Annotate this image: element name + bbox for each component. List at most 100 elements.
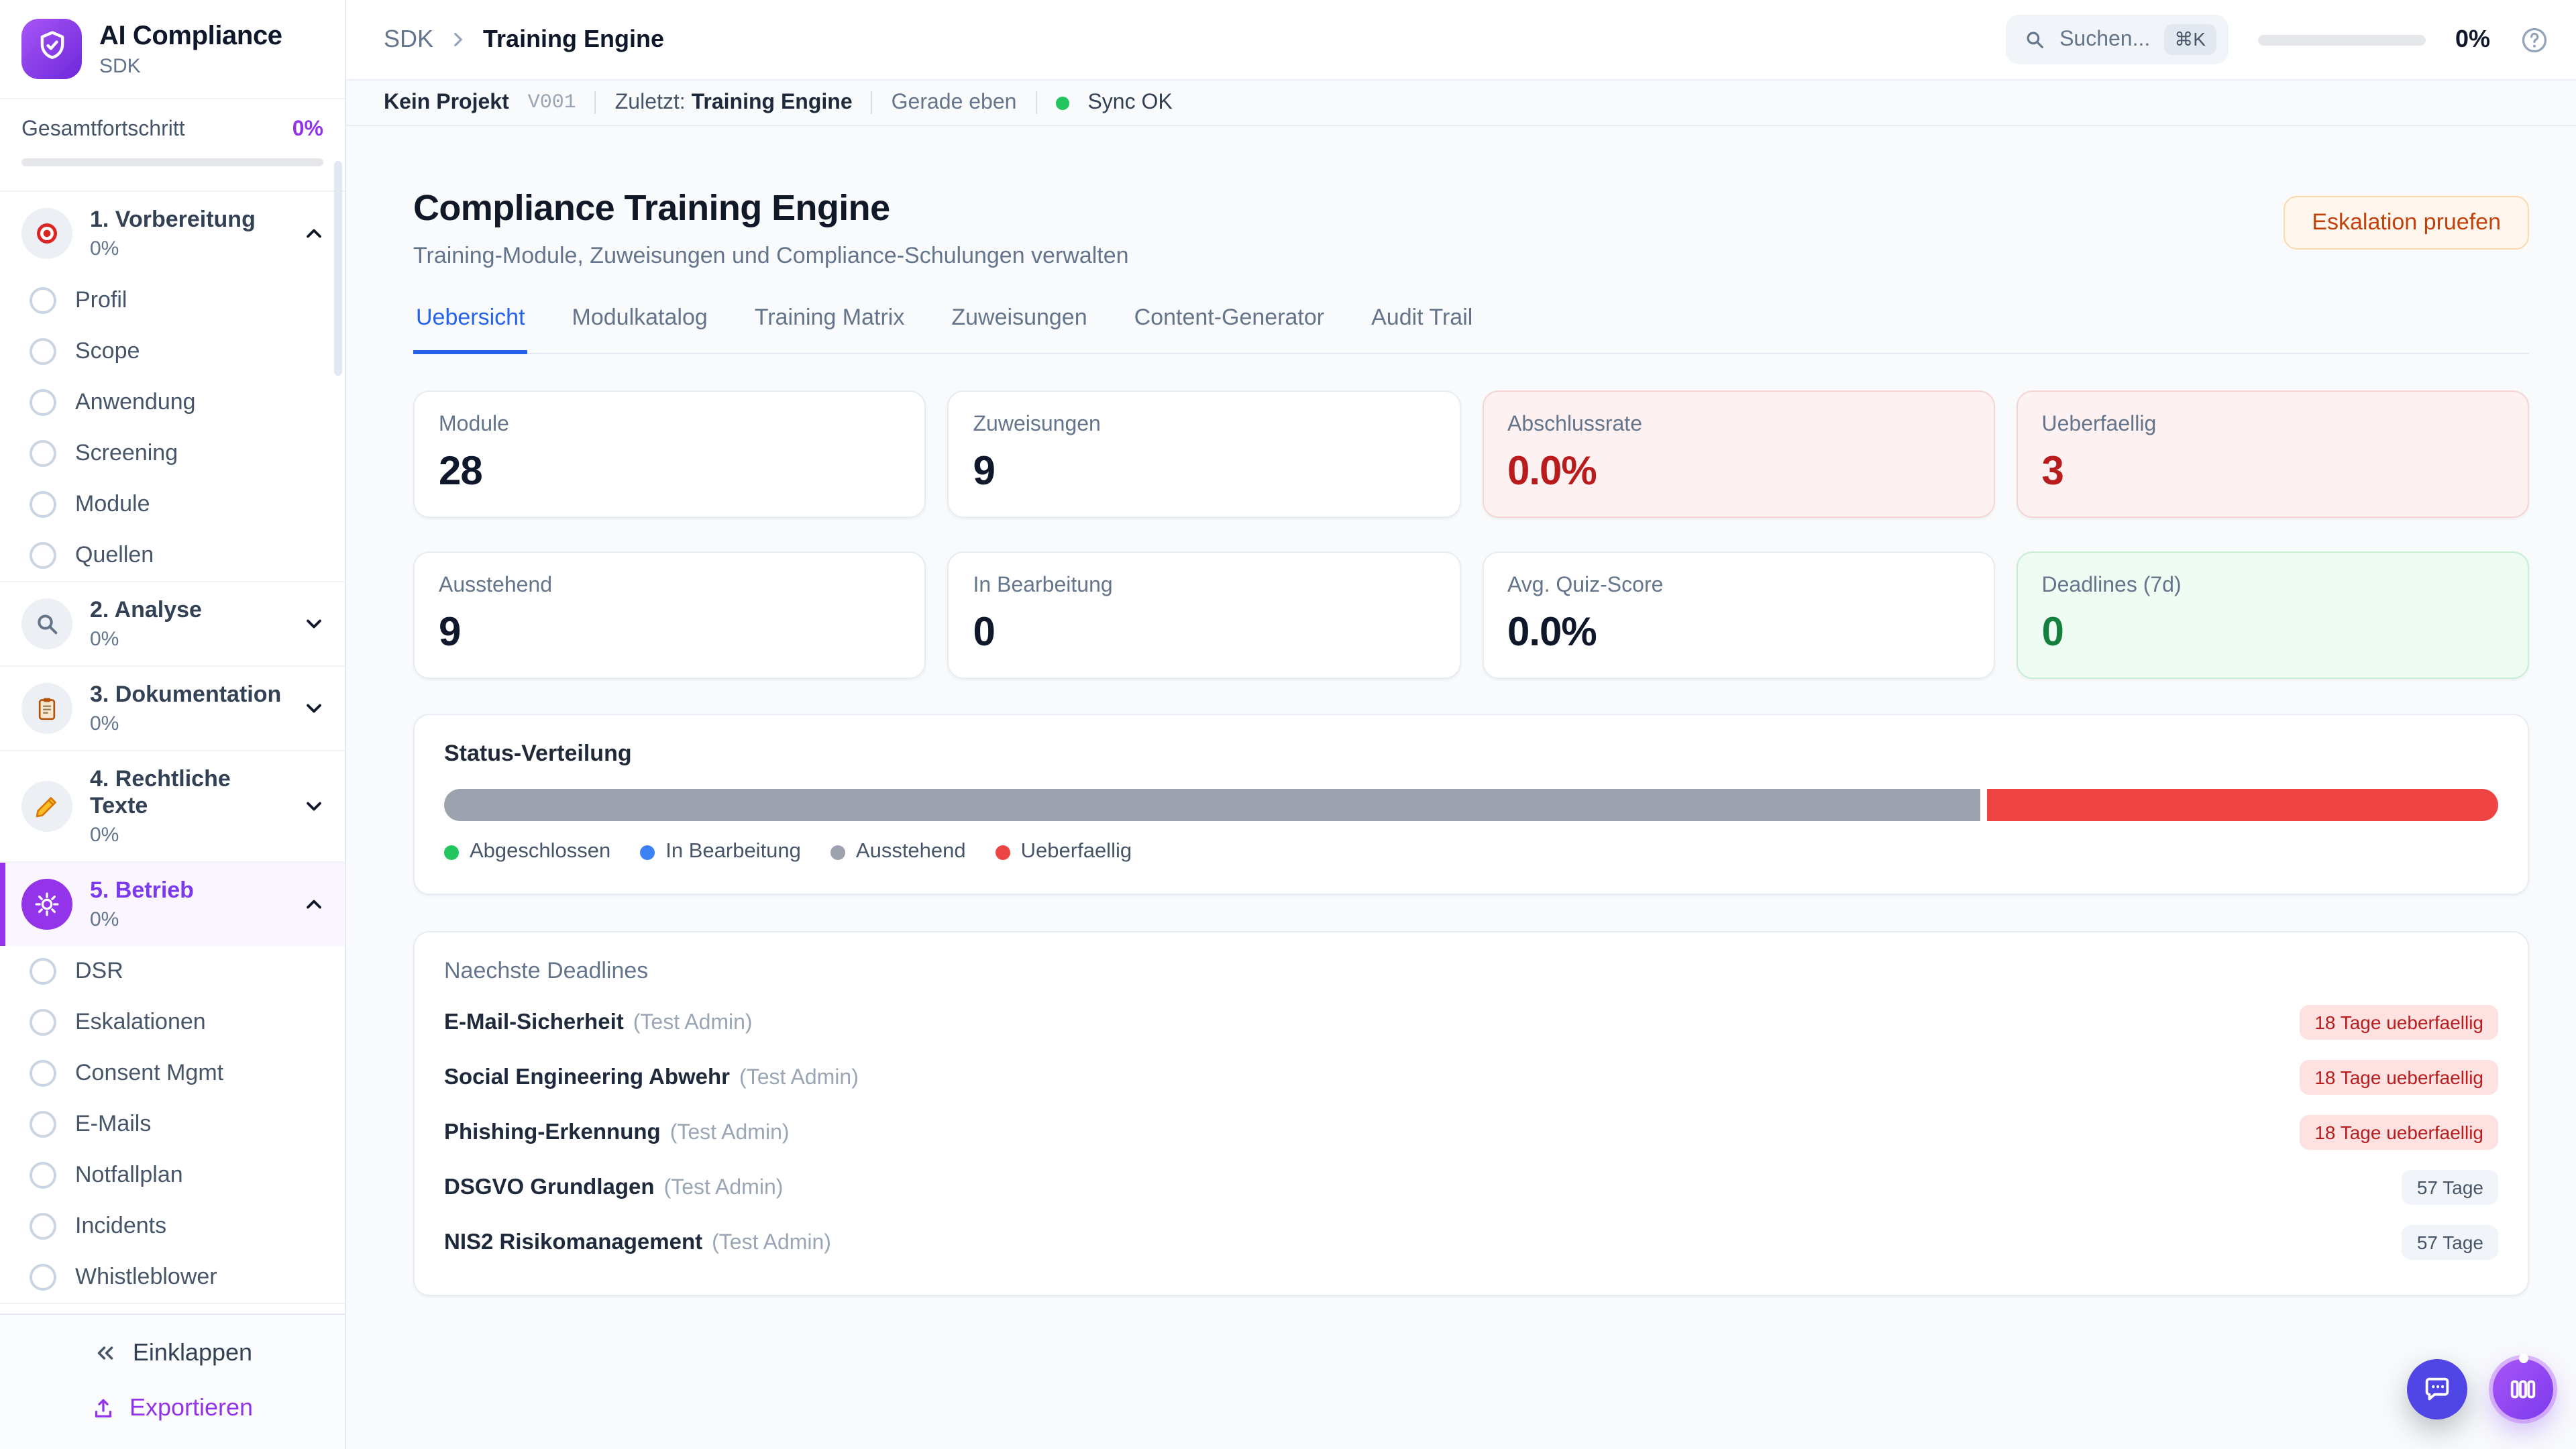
chat-button[interactable]	[2407, 1359, 2467, 1419]
deadline-assignee: (Test Admin)	[712, 1231, 831, 1254]
tab-audit-trail[interactable]: Audit Trail	[1371, 305, 1473, 330]
sidebar: AI Compliance SDK Gesamtfortschritt 0% 1…	[0, 0, 346, 1449]
sidebar-item-notfallplan[interactable]: Notfallplan	[0, 1150, 345, 1201]
deadlines-title: Naechste Deadlines	[444, 958, 649, 983]
deadlines-list: E-Mail-Sicherheit (Test Admin) 18 Tage ueb…	[444, 1005, 2498, 1260]
sidebar-item-label: Incidents	[75, 1213, 167, 1238]
tab-modulkatalog[interactable]: Modulkatalog	[572, 305, 708, 330]
search-placeholder: Suchen...	[2059, 28, 2151, 50]
status-circle-icon	[30, 440, 56, 467]
deadline-row-social-engineering-abwehr[interactable]: Social Engineering Abwehr (Test Admin) 18 …	[444, 1060, 2498, 1095]
section-text: 2. Analyse 0%	[90, 597, 202, 651]
status-circle-icon	[30, 1009, 56, 1036]
magnifier-icon	[21, 598, 72, 649]
status-distribution-title: Status-Verteilung	[444, 741, 632, 766]
stat-value: 9	[439, 610, 461, 655]
sidebar-item-label: DSR	[75, 958, 123, 983]
deadline-row-nis2-risikomanagement[interactable]: NIS2 Risikomanagement (Test Admin) 57 Tage	[444, 1225, 2498, 1260]
sidebar-item-label: Screening	[75, 440, 178, 466]
project-version: V001	[527, 91, 576, 114]
tab-zuweisungen[interactable]: Zuweisungen	[951, 305, 1087, 330]
sidebar-item-label: Anwendung	[75, 389, 196, 415]
tab-training-matrix[interactable]: Training Matrix	[754, 305, 905, 330]
section-text: 5. Betrieb 0%	[90, 877, 194, 931]
export-button[interactable]: Exportieren	[21, 1394, 323, 1422]
target-icon	[21, 208, 72, 259]
sidebar-nav: 1. Vorbereitung 0% Profil Scope Anwendung Scr…	[0, 192, 345, 1313]
stat-label: Ausstehend	[439, 574, 553, 597]
stat-card-abschlussrate: Abschlussrate 0.0%	[1482, 390, 1995, 518]
topbar-right: Suchen... ⌘K 0%	[2006, 15, 2549, 64]
deadline-info: NIS2 Risikomanagement (Test Admin)	[444, 1230, 831, 1255]
upload-icon	[92, 1396, 116, 1420]
sidebar-item-label: Consent Mgmt	[75, 1060, 224, 1085]
status-circle-icon	[30, 1213, 56, 1240]
sidebar-scrollbar[interactable]	[334, 161, 342, 376]
stat-card-ueberfaellig: Ueberfaellig 3	[2016, 390, 2529, 518]
section-label: 1. Vorbereitung	[90, 207, 256, 232]
tab-uebersicht[interactable]: Uebersicht	[413, 305, 528, 354]
section-text: 4. Rechtliche Texte 0%	[90, 766, 284, 847]
deadline-row-dsgvo-grundlagen[interactable]: DSGVO Grundlagen (Test Admin) 57 Tage	[444, 1170, 2498, 1205]
tab-content-generator[interactable]: Content-Generator	[1134, 305, 1325, 330]
legend-label: Abgeschlossen	[470, 840, 611, 863]
stat-card-module: Module 28	[413, 390, 926, 518]
deadline-row-phishing-erkennung[interactable]: Phishing-Erkennung (Test Admin) 18 Tage ue…	[444, 1115, 2498, 1150]
breadcrumb: SDK Training Engine	[384, 25, 664, 54]
panels-button[interactable]	[2493, 1354, 2553, 1419]
status-circle-icon	[30, 1111, 56, 1138]
breadcrumb-root[interactable]: SDK	[384, 25, 434, 52]
sidebar-item-scope[interactable]: Scope	[0, 326, 345, 377]
stat-label: Abschlussrate	[1507, 413, 1642, 436]
stats-grid: Module 28 Zuweisungen 9 Abschlussrate 0.0% Ueb…	[413, 390, 2529, 679]
sidebar-section-toggle-4-rechtliche-texte[interactable]: 4. Rechtliche Texte 0%	[0, 751, 345, 861]
deadline-badge: 18 Tage ueberfaellig	[2300, 1115, 2498, 1150]
deadline-assignee: (Test Admin)	[633, 1011, 753, 1034]
project-name: Kein Projekt	[384, 91, 509, 113]
section-label: 2. Analyse	[90, 597, 202, 623]
sidebar-section-2-analyse: 2. Analyse 0%	[0, 582, 345, 667]
escalation-check-button[interactable]: Eskalation pruefen	[2284, 196, 2529, 250]
stat-label: Zuweisungen	[973, 413, 1101, 436]
collapse-label: Einklappen	[132, 1339, 253, 1366]
overall-progress-bar	[21, 158, 323, 166]
header-progress-bar	[2257, 34, 2426, 45]
status-circle-icon	[30, 1060, 56, 1087]
status-circle-icon	[30, 1264, 56, 1291]
collapse-button[interactable]: Einklappen	[21, 1339, 323, 1367]
sidebar-item-profil[interactable]: Profil	[0, 275, 345, 326]
help-icon[interactable]	[2520, 25, 2549, 54]
deadline-row-e-mail-sicherheit[interactable]: E-Mail-Sicherheit (Test Admin) 18 Tage ueb…	[444, 1005, 2498, 1040]
sidebar-item-eskalationen[interactable]: Eskalationen	[0, 997, 345, 1048]
app-logo	[21, 19, 82, 79]
sidebar-item-incidents[interactable]: Incidents	[0, 1201, 345, 1252]
sidebar-section-toggle-5-betrieb[interactable]: 5. Betrieb 0%	[0, 863, 345, 946]
chevron-down-icon	[302, 612, 326, 636]
sidebar-item-module[interactable]: Module	[0, 479, 345, 530]
sidebar-item-consent-mgmt[interactable]: Consent Mgmt	[0, 1048, 345, 1099]
sidebar-item-whistleblower[interactable]: Whistleblower	[0, 1252, 345, 1303]
sidebar-item-e-mails[interactable]: E-Mails	[0, 1099, 345, 1150]
stat-label: Ueberfaellig	[2041, 413, 2157, 436]
section-percent: 0%	[90, 908, 119, 931]
legend-item-abgeschlossen: Abgeschlossen	[444, 840, 610, 864]
sidebar-section-1-vorbereitung: 1. Vorbereitung 0% Profil Scope Anwendung Scr…	[0, 192, 345, 582]
sidebar-item-anwendung[interactable]: Anwendung	[0, 377, 345, 428]
sidebar-section-toggle-3-dokumentation[interactable]: 3. Dokumentation 0%	[0, 667, 345, 750]
sidebar-section-toggle-2-analyse[interactable]: 2. Analyse 0%	[0, 582, 345, 665]
page-title: Compliance Training Engine	[413, 188, 890, 228]
last-module: Zuletzt: Training Engine	[615, 91, 853, 115]
main-area: SDK Training Engine Suchen... ⌘K 0% Kein…	[346, 0, 2576, 1449]
page-title-block: Compliance Training Engine Training-Modu…	[413, 188, 1129, 270]
deadlines-card: Naechste Deadlines E-Mail-Sicherheit (Tes…	[413, 931, 2529, 1296]
sidebar-item-quellen[interactable]: Quellen	[0, 530, 345, 581]
app-subtitle: SDK	[99, 54, 141, 77]
search-button[interactable]: Suchen... ⌘K	[2006, 15, 2229, 64]
status-circle-icon	[30, 958, 56, 985]
sidebar-item-dsr[interactable]: DSR	[0, 946, 345, 997]
last-module-value: Training Engine	[691, 91, 853, 113]
sidebar-item-screening[interactable]: Screening	[0, 428, 345, 479]
sidebar-section-toggle-1-vorbereitung[interactable]: 1. Vorbereitung 0%	[0, 192, 345, 275]
sidebar-item-label: Scope	[75, 338, 140, 364]
